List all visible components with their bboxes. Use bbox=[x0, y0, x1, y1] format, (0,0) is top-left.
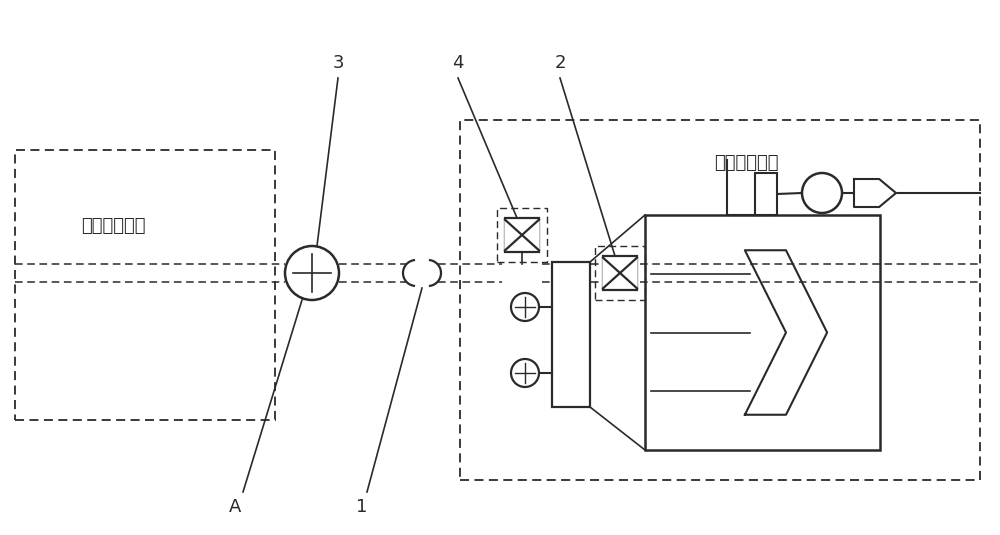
Circle shape bbox=[511, 293, 539, 321]
Bar bbox=[497, 208, 547, 262]
Bar bbox=[15, 150, 275, 420]
Polygon shape bbox=[603, 258, 620, 288]
Circle shape bbox=[285, 246, 339, 300]
Circle shape bbox=[511, 359, 539, 387]
Bar bbox=[595, 246, 645, 300]
Text: 1: 1 bbox=[356, 498, 368, 516]
Bar bbox=[755, 173, 777, 215]
Bar bbox=[603, 256, 637, 290]
Text: 2: 2 bbox=[554, 54, 566, 72]
Bar bbox=[505, 218, 539, 252]
Text: 4: 4 bbox=[452, 54, 464, 72]
Circle shape bbox=[802, 173, 842, 213]
Text: A: A bbox=[229, 498, 241, 516]
Bar bbox=[552, 262, 590, 407]
Text: 槽式吸附系统: 槽式吸附系统 bbox=[82, 217, 146, 235]
Polygon shape bbox=[620, 258, 637, 288]
Polygon shape bbox=[854, 179, 896, 207]
Bar bbox=[645, 215, 880, 450]
Polygon shape bbox=[505, 220, 522, 250]
Polygon shape bbox=[522, 220, 539, 250]
Text: 3: 3 bbox=[332, 54, 344, 72]
Bar bbox=[460, 120, 980, 480]
Text: 废液处理系统: 废液处理系统 bbox=[714, 154, 778, 172]
